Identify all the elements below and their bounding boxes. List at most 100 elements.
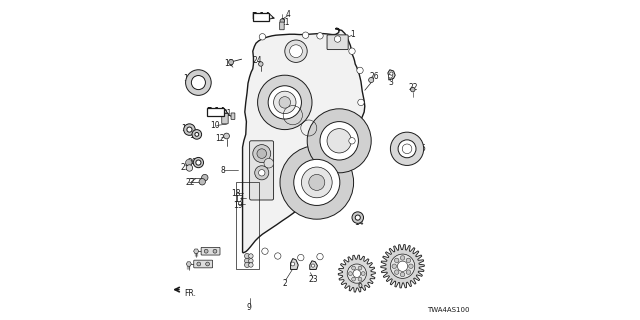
- Circle shape: [196, 160, 201, 165]
- Text: 25: 25: [180, 163, 191, 172]
- Circle shape: [335, 36, 341, 42]
- Text: 23: 23: [308, 275, 319, 284]
- Circle shape: [358, 266, 362, 270]
- Circle shape: [390, 254, 415, 278]
- Text: 16: 16: [183, 74, 193, 83]
- Circle shape: [317, 33, 323, 39]
- Text: FR.: FR.: [184, 289, 196, 298]
- Circle shape: [248, 263, 253, 267]
- Circle shape: [259, 34, 266, 40]
- FancyBboxPatch shape: [280, 22, 284, 30]
- Circle shape: [409, 264, 413, 268]
- Circle shape: [411, 87, 415, 92]
- Circle shape: [205, 262, 209, 266]
- Text: E-14: E-14: [252, 12, 271, 21]
- Circle shape: [352, 212, 364, 223]
- Circle shape: [244, 262, 250, 268]
- Circle shape: [204, 249, 208, 253]
- Circle shape: [352, 277, 356, 281]
- Circle shape: [213, 249, 217, 253]
- Text: TWA4AS100: TWA4AS100: [428, 307, 470, 313]
- Circle shape: [187, 127, 192, 132]
- Circle shape: [285, 40, 307, 62]
- Text: 17: 17: [234, 195, 244, 204]
- Circle shape: [262, 248, 268, 254]
- Circle shape: [298, 254, 304, 261]
- Circle shape: [320, 122, 358, 160]
- Circle shape: [186, 159, 192, 166]
- Text: 9: 9: [246, 303, 252, 312]
- Circle shape: [403, 144, 412, 154]
- Circle shape: [398, 140, 416, 158]
- Circle shape: [259, 62, 263, 66]
- Circle shape: [253, 145, 271, 163]
- Circle shape: [268, 86, 301, 119]
- Polygon shape: [381, 244, 424, 288]
- Text: 10: 10: [210, 121, 220, 130]
- Text: 21: 21: [280, 18, 289, 27]
- Text: 14: 14: [354, 218, 364, 227]
- Circle shape: [401, 272, 405, 277]
- Text: 21: 21: [223, 109, 232, 118]
- Circle shape: [184, 124, 195, 135]
- Circle shape: [275, 253, 281, 259]
- Circle shape: [257, 149, 267, 158]
- Circle shape: [369, 77, 374, 83]
- Polygon shape: [193, 249, 198, 253]
- Text: 18: 18: [231, 189, 241, 198]
- Circle shape: [355, 215, 360, 220]
- Circle shape: [244, 253, 250, 259]
- Circle shape: [327, 129, 351, 153]
- Circle shape: [186, 70, 211, 95]
- Circle shape: [394, 270, 399, 274]
- Polygon shape: [291, 259, 298, 269]
- Circle shape: [303, 32, 309, 38]
- Text: 15: 15: [224, 59, 234, 68]
- Text: 11: 11: [181, 124, 190, 133]
- Text: 7: 7: [401, 271, 406, 280]
- Circle shape: [406, 258, 411, 263]
- Polygon shape: [339, 255, 375, 292]
- Text: 22: 22: [185, 178, 195, 187]
- FancyBboxPatch shape: [207, 108, 224, 116]
- Polygon shape: [388, 70, 396, 80]
- FancyBboxPatch shape: [222, 114, 228, 124]
- Circle shape: [248, 259, 253, 263]
- Circle shape: [390, 72, 393, 75]
- Text: 26: 26: [369, 72, 380, 81]
- Circle shape: [294, 159, 340, 205]
- Circle shape: [192, 130, 202, 139]
- Circle shape: [361, 272, 365, 276]
- Circle shape: [353, 270, 361, 277]
- Text: 5: 5: [420, 144, 426, 153]
- Circle shape: [358, 277, 362, 281]
- Circle shape: [264, 158, 274, 168]
- Circle shape: [280, 19, 285, 23]
- Circle shape: [191, 76, 205, 90]
- Text: 22: 22: [409, 83, 418, 92]
- Circle shape: [349, 48, 355, 54]
- Circle shape: [309, 174, 325, 190]
- Polygon shape: [310, 261, 317, 269]
- Circle shape: [357, 67, 364, 74]
- Text: 13: 13: [189, 131, 198, 140]
- Circle shape: [193, 157, 204, 168]
- Circle shape: [347, 264, 367, 283]
- FancyBboxPatch shape: [231, 113, 235, 119]
- Text: 8: 8: [220, 166, 225, 175]
- Text: 2: 2: [282, 279, 287, 288]
- Circle shape: [255, 166, 269, 180]
- Circle shape: [394, 258, 399, 263]
- Text: 24: 24: [253, 56, 262, 65]
- Polygon shape: [243, 28, 365, 253]
- Circle shape: [224, 133, 230, 139]
- Circle shape: [392, 264, 397, 268]
- Circle shape: [228, 60, 234, 65]
- Text: 20: 20: [187, 158, 197, 167]
- Circle shape: [291, 262, 294, 266]
- Circle shape: [279, 97, 291, 108]
- Circle shape: [301, 167, 332, 198]
- Circle shape: [202, 174, 208, 181]
- Circle shape: [406, 270, 411, 274]
- Circle shape: [290, 45, 302, 58]
